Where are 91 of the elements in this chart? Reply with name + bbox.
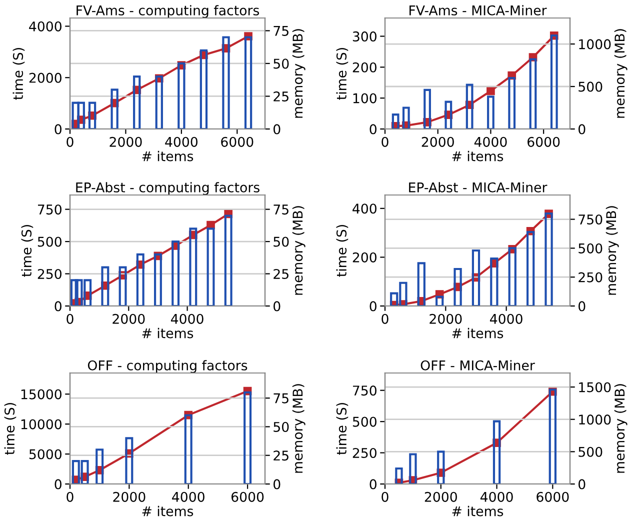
- chart-title: OFF - MICA-Miner: [420, 360, 535, 370]
- y-axis-title: time (S): [336, 403, 348, 455]
- chart-title: EP-Abst - MICA-Miner: [409, 182, 548, 192]
- y-tick-label: 10000: [21, 419, 62, 430]
- x-tick-label: 0: [382, 492, 388, 502]
- y2-axis-title: memory (MB): [292, 29, 306, 118]
- x-tick-label: 4000: [172, 492, 204, 502]
- y2-axis-title: memory (MB): [614, 29, 628, 118]
- y-tick-label: 0: [370, 301, 376, 312]
- x-axis-title: # items: [452, 506, 504, 516]
- y2-tick-label: 50: [274, 422, 289, 432]
- y-tick-label: 300: [352, 31, 376, 42]
- x-tick-label: 2000: [422, 136, 454, 147]
- x-tick-label: 4000: [165, 136, 198, 147]
- y2-tick-label: 75: [274, 393, 288, 404]
- x-tick-label: 0: [66, 492, 74, 502]
- y2-tick-label: 25: [274, 268, 288, 280]
- y2-tick-label: 250: [578, 272, 602, 282]
- y-tick-label: 5000: [29, 449, 62, 460]
- x-tick-label: 6000: [232, 492, 264, 502]
- y2-tick-label: 75: [274, 26, 288, 36]
- x-tick-label: 4000: [480, 492, 513, 502]
- x-tick-label: 0: [382, 314, 388, 324]
- y2-tick-label: 75: [274, 204, 288, 215]
- y2-axis-title: memory (MB): [614, 384, 628, 473]
- x-tick-label: 6000: [221, 136, 254, 147]
- y-tick-label: 200: [352, 252, 376, 262]
- y-axis-title: time (S): [336, 225, 348, 277]
- chart-title: FV-Ams - computing factors: [76, 5, 260, 18]
- y-tick-label: 500: [38, 236, 62, 247]
- y-tick-label: 250: [38, 268, 62, 280]
- y2-tick-label: 0: [578, 124, 586, 134]
- y-tick-label: 0: [54, 124, 62, 134]
- x-tick-label: 0: [382, 136, 388, 147]
- y-tick-label: 400: [352, 204, 376, 214]
- y-tick-label: 0: [370, 479, 376, 490]
- y2-tick-label: 1000: [579, 39, 611, 50]
- y-axis-title: time (S): [336, 48, 348, 100]
- x-tick-label: 0: [66, 314, 74, 324]
- chart-title: OFF - computing factors: [88, 360, 248, 373]
- y-tick-label: 0: [54, 301, 62, 312]
- x-tick-label: 4000: [474, 136, 507, 147]
- y2-tick-label: 0: [274, 124, 280, 134]
- y2-axis-title: memory (MB): [606, 206, 619, 295]
- y2-tick-label: 25: [274, 91, 288, 102]
- x-tick-label: 2000: [112, 314, 145, 324]
- y-tick-label: 4000: [29, 21, 62, 32]
- y2-tick-label: 500: [578, 446, 602, 457]
- y2-tick-label: 0: [578, 301, 586, 312]
- y-tick-label: 750: [38, 204, 62, 215]
- y2-tick-label: 500: [578, 82, 602, 92]
- x-tick-label: 2000: [113, 492, 146, 502]
- x-tick-label: 4000: [490, 314, 522, 324]
- x-tick-label: 6000: [528, 136, 560, 147]
- y2-tick-label: 1000: [579, 414, 611, 425]
- x-tick-label: 6000: [536, 492, 569, 502]
- y2-tick-label: 750: [578, 214, 602, 225]
- y-tick-label: 500: [352, 416, 376, 427]
- y-tick-label: 250: [352, 448, 376, 458]
- y2-tick-label: 0: [274, 479, 280, 490]
- y-tick-label: 0: [370, 124, 376, 134]
- x-axis-title: # items: [142, 328, 194, 338]
- y-tick-label: 750: [353, 386, 376, 396]
- y2-tick-label: 25: [274, 450, 288, 461]
- y2-tick-label: 50: [274, 58, 289, 69]
- y-tick-label: 100: [353, 93, 376, 104]
- x-axis-title: # items: [142, 150, 194, 162]
- y2-axis-title: memory (MB): [292, 384, 306, 473]
- x-tick-label: 4000: [170, 314, 204, 324]
- x-tick-label: 0: [66, 136, 74, 147]
- y-tick-label: 0: [54, 479, 62, 490]
- y-axis-title: time (S): [21, 225, 34, 277]
- y-tick-label: 2000: [29, 72, 62, 83]
- y-axis-title: time (S): [12, 48, 25, 100]
- y-axis-title: time (S): [4, 403, 16, 455]
- y2-axis-title: memory (MB): [292, 206, 306, 295]
- y2-tick-label: 0: [274, 301, 280, 312]
- y2-tick-label: 1500: [579, 382, 611, 392]
- x-tick-label: 2000: [110, 136, 142, 147]
- chart-title: FV-Ams - MICA-Miner: [410, 5, 547, 16]
- y2-tick-label: 500: [578, 243, 602, 254]
- x-axis-title: # items: [142, 506, 194, 516]
- y2-tick-label: 50: [274, 236, 289, 247]
- x-tick-label: 2000: [430, 314, 462, 324]
- x-tick-label: 2000: [424, 492, 457, 502]
- x-axis-title: # items: [452, 328, 504, 338]
- chart-title: EP-Abst - computing factors: [76, 182, 260, 195]
- x-axis-title: # items: [452, 150, 504, 162]
- y2-tick-label: 0: [578, 479, 586, 490]
- y-tick-label: 15000: [21, 389, 62, 400]
- y-tick-label: 200: [352, 62, 376, 72]
